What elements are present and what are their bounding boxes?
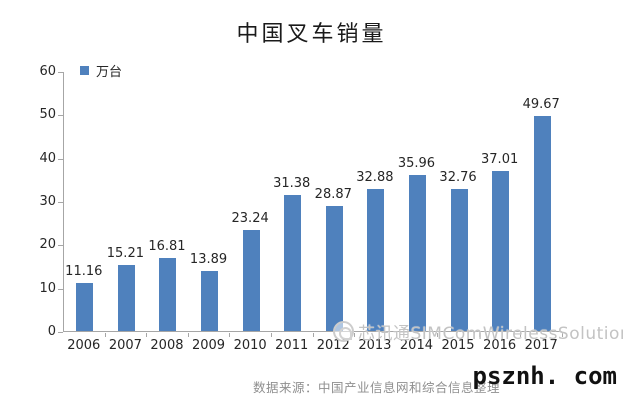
legend-swatch-icon [80, 66, 89, 75]
x-axis-tick-mark [312, 333, 314, 337]
bar-2007 [117, 265, 135, 331]
x-axis-tick-mark [187, 333, 189, 337]
bar-2006 [76, 282, 94, 331]
y-axis-tick-mark [58, 158, 63, 160]
bar-value-label: 31.38 [273, 176, 311, 192]
bar-value-label: 35.96 [397, 156, 436, 172]
x-axis-tick-mark [104, 333, 106, 337]
chart-title: 中国叉车销量 [236, 22, 387, 47]
x-axis-tick-label: 2010 [233, 338, 267, 353]
x-axis-tick-label: 2007 [108, 338, 142, 353]
x-axis-tick-label: 2009 [191, 338, 226, 353]
bar-value-label: 37.01 [481, 151, 519, 167]
x-axis-tick-mark [478, 333, 480, 337]
x-axis-tick-label: 2015 [441, 338, 475, 353]
bar-2011 [284, 195, 302, 331]
y-axis-tick-mark [58, 115, 63, 117]
bar-2015 [450, 189, 468, 331]
bar-2009 [201, 270, 219, 331]
y-axis-tick-label: 20 [39, 237, 56, 253]
y-axis-tick-mark [58, 245, 63, 247]
bar-2010 [242, 230, 260, 331]
bar-value-label: 15.21 [106, 246, 144, 262]
bar-2017 [533, 115, 551, 331]
x-axis-tick-label: 2006 [67, 338, 101, 353]
plot-area [63, 72, 562, 332]
bar-value-label: 11.16 [65, 263, 103, 279]
y-axis-tick-label: 10 [39, 280, 56, 296]
x-axis-tick-mark [395, 333, 397, 337]
x-axis-tick-label: 2011 [275, 338, 309, 353]
bar-value-label: 49.67 [522, 96, 560, 112]
bar-value-label: 32.76 [439, 170, 477, 186]
x-axis-tick-mark [437, 333, 439, 337]
bar-2013 [367, 188, 385, 331]
bar-value-label: 13.89 [189, 251, 228, 267]
bar-2014 [408, 175, 426, 331]
bar-value-label: 32.88 [356, 169, 394, 185]
bar-2008 [159, 258, 177, 331]
x-axis-tick-mark [562, 333, 563, 337]
y-axis-tick-mark [58, 332, 63, 333]
y-axis-tick-label: 50 [39, 107, 56, 123]
x-axis-tick-label: 2017 [524, 338, 558, 353]
y-axis-tick-mark [58, 72, 63, 73]
x-axis-tick-label: 2008 [150, 338, 184, 353]
x-axis-tick-mark [520, 333, 522, 337]
y-axis-tick-label: 30 [39, 194, 56, 209]
x-axis-tick-label: 2014 [399, 338, 433, 353]
x-axis-tick-mark [354, 333, 356, 337]
data-source-note: 数据来源：中国产业信息网和综合信息整理 [252, 380, 500, 395]
y-axis-tick-label: 0 [47, 324, 56, 339]
y-axis-tick-label: 40 [39, 150, 56, 166]
bar-value-label: 23.24 [231, 211, 269, 227]
bar-2012 [325, 205, 343, 331]
bar-value-label: 16.81 [148, 239, 186, 255]
x-axis-tick-label: 2016 [483, 338, 517, 353]
bar-value-label: 28.87 [314, 186, 352, 202]
y-axis-tick-mark [58, 288, 63, 290]
y-axis-tick-label: 60 [39, 64, 56, 79]
y-axis-tick-mark [58, 202, 63, 203]
legend: 万台 [80, 61, 122, 80]
site-watermark: psznh. com [472, 362, 618, 390]
x-axis-tick-mark [270, 333, 272, 337]
bar-2016 [492, 170, 510, 331]
legend-label: 万台 [96, 65, 123, 80]
x-axis-tick-mark [146, 333, 148, 337]
x-axis-tick-label: 2013 [358, 338, 392, 353]
x-axis-tick-mark [229, 333, 231, 337]
